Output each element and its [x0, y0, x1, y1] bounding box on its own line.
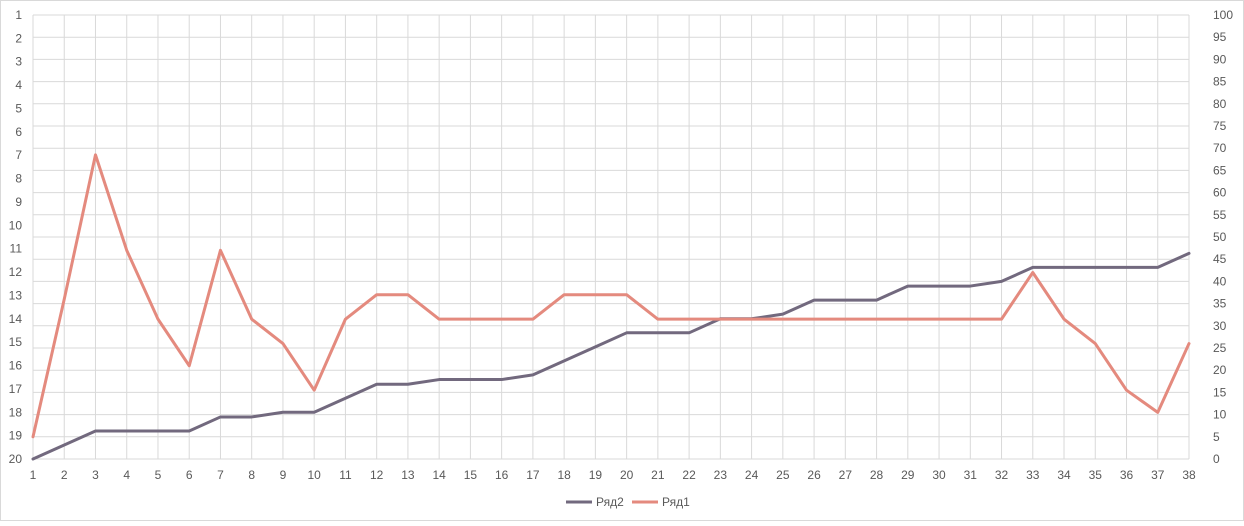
left-axis-tick: 12: [9, 265, 23, 279]
x-axis-tick: 11: [339, 468, 352, 482]
left-axis-tick: 4: [15, 78, 22, 92]
x-axis-tick: 33: [1026, 468, 1040, 482]
x-axis-tick: 23: [714, 468, 728, 482]
x-axis-tick: 7: [217, 468, 224, 482]
x-axis-tick: 17: [526, 468, 540, 482]
left-axis-tick: 1: [15, 8, 22, 22]
x-axis-tick: 31: [964, 468, 978, 482]
x-axis-tick: 26: [807, 468, 821, 482]
right-axis-tick: 95: [1213, 30, 1227, 44]
x-axis-tick: 3: [92, 468, 99, 482]
left-axis-tick: 13: [9, 288, 23, 302]
x-axis-tick: 5: [155, 468, 162, 482]
left-axis-tick: 20: [9, 452, 23, 466]
x-axis-tick: 25: [776, 468, 790, 482]
x-axis-tick: 30: [932, 468, 946, 482]
x-axis-tick: 16: [495, 468, 509, 482]
right-axis-tick: 55: [1213, 208, 1227, 222]
left-axis-tick: 18: [9, 405, 23, 419]
left-axis-tick: 10: [9, 218, 23, 232]
right-axis-tick: 65: [1213, 163, 1227, 177]
right-axis-tick: 80: [1213, 97, 1227, 111]
x-axis-tick: 36: [1120, 468, 1134, 482]
x-axis-tick: 28: [870, 468, 884, 482]
left-axis-tick: 5: [15, 101, 22, 115]
left-axis-tick: 9: [15, 195, 22, 209]
right-axis-tick: 35: [1213, 297, 1227, 311]
x-axis-tick: 10: [308, 468, 322, 482]
right-axis-tick: 30: [1213, 319, 1227, 333]
x-axis-tick: 14: [432, 468, 446, 482]
gridlines: [32, 14, 1190, 460]
x-axis-tick: 1: [30, 468, 37, 482]
series-line-Ряд2: [31, 251, 1191, 461]
right-axis-tick: 45: [1213, 252, 1227, 266]
x-axis-tick: 21: [651, 468, 665, 482]
right-axis-tick: 5: [1213, 430, 1220, 444]
legend: Ряд2 Ряд1: [566, 495, 690, 509]
x-axis-tick: 9: [280, 468, 287, 482]
right-axis-tick: 50: [1213, 230, 1227, 244]
right-axis-tick: 0: [1213, 452, 1220, 466]
left-axis-tick: 6: [15, 125, 22, 139]
right-axis-tick: 70: [1213, 141, 1227, 155]
legend-label: Ряд1: [662, 495, 690, 509]
x-axis-tick: 15: [464, 468, 478, 482]
left-axis-tick: 8: [15, 172, 22, 186]
left-axis-tick: 11: [10, 242, 23, 256]
left-axis-tick: 17: [9, 382, 23, 396]
x-axis-tick: 19: [589, 468, 603, 482]
right-axis-tick: 20: [1213, 363, 1227, 377]
left-axis-tick: 14: [9, 312, 23, 326]
left-axis-tick: 3: [15, 55, 22, 69]
right-axis-tick: 85: [1213, 75, 1227, 89]
series-line-Ряд1: [31, 153, 1191, 439]
right-axis-tick-labels: 0 5 10 15 20 25 30 35 40 45 50 55 60 65 70 75 80 85 90 95 10…: [1213, 8, 1233, 466]
x-axis-tick: 13: [401, 468, 415, 482]
x-axis-tick: 32: [995, 468, 1009, 482]
x-axis-tick: 37: [1151, 468, 1165, 482]
right-axis-tick: 10: [1213, 408, 1227, 422]
x-axis-tick: 4: [123, 468, 130, 482]
right-axis-tick: 100: [1213, 8, 1233, 22]
x-axis-tick: 6: [186, 468, 193, 482]
right-axis-tick: 60: [1213, 186, 1227, 200]
left-axis-tick: 7: [15, 148, 22, 162]
left-axis-tick: 19: [9, 429, 23, 443]
x-axis-tick: 38: [1182, 468, 1196, 482]
series-lines: [31, 153, 1191, 461]
x-axis-tick: 12: [370, 468, 384, 482]
x-axis-tick: 35: [1089, 468, 1103, 482]
right-axis-tick: 90: [1213, 52, 1227, 66]
x-axis-tick: 27: [839, 468, 853, 482]
left-axis-tick: 2: [15, 31, 22, 45]
x-axis-tick: 18: [557, 468, 571, 482]
right-axis-tick: 25: [1213, 341, 1227, 355]
right-axis-tick: 15: [1213, 385, 1227, 399]
right-axis-tick: 40: [1213, 274, 1227, 288]
x-axis-tick: 20: [620, 468, 634, 482]
x-axis-tick: 22: [682, 468, 696, 482]
x-axis-tick: 24: [745, 468, 759, 482]
left-axis-tick: 16: [9, 359, 23, 373]
x-axis-tick: 8: [248, 468, 255, 482]
legend-label: Ряд2: [596, 495, 624, 509]
x-axis-tick: 29: [901, 468, 915, 482]
x-axis-tick-labels: 1 2 3 4 5 6 7 8 9 10 11 12 13 14 15 16 17 18 19 20 21 22 23 24 2…: [30, 468, 1196, 482]
left-axis-tick: 15: [9, 335, 23, 349]
x-axis-tick: 34: [1057, 468, 1071, 482]
right-axis-tick: 75: [1213, 119, 1227, 133]
x-axis-tick: 2: [61, 468, 68, 482]
